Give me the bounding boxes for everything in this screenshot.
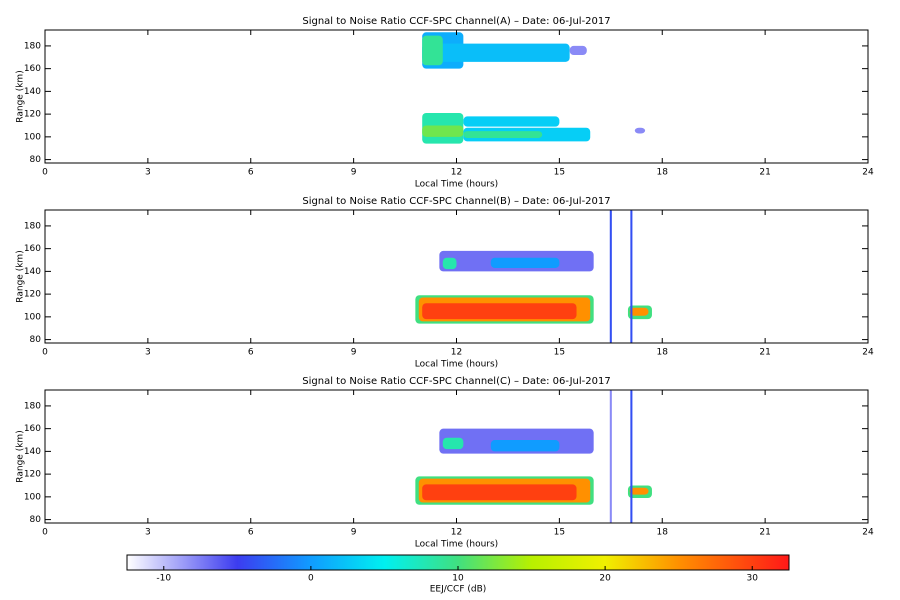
heat-cell — [634, 127, 646, 134]
y-tick-label: 100 — [24, 312, 41, 322]
x-axis-label: Local Time (hours) — [415, 540, 498, 550]
x-tick-label: 15 — [554, 168, 565, 178]
colorbar-tick-label: 10 — [452, 574, 464, 584]
y-tick-label: 80 — [30, 335, 42, 345]
colorbar-tick-label: 30 — [746, 574, 758, 584]
x-tick-label: 18 — [657, 348, 669, 358]
heat-cell — [629, 307, 649, 316]
y-tick-label: 160 — [24, 244, 41, 254]
x-axis-label: Local Time (hours) — [415, 180, 498, 190]
panel-title: Signal to Noise Ratio CCF-SPC Channel(B)… — [302, 196, 610, 207]
heat-cell — [609, 390, 612, 523]
colorbar-label: EEJ/CCF (dB) — [430, 585, 487, 595]
heat-cell — [609, 210, 612, 343]
y-tick-label: 180 — [24, 221, 41, 231]
x-tick-label: 18 — [657, 168, 669, 178]
x-tick-label: 9 — [351, 348, 357, 358]
x-tick-label: 0 — [42, 168, 48, 178]
y-axis-label: Range (km) — [16, 70, 26, 122]
y-tick-label: 100 — [24, 492, 41, 502]
x-tick-label: 6 — [248, 168, 254, 178]
x-tick-label: 21 — [759, 348, 770, 358]
x-tick-label: 6 — [248, 528, 254, 538]
y-tick-label: 80 — [30, 155, 42, 165]
x-tick-label: 3 — [145, 528, 151, 538]
heat-cell — [422, 484, 577, 501]
y-tick-label: 140 — [24, 87, 41, 97]
x-tick-label: 24 — [862, 168, 874, 178]
heat-cell — [463, 131, 543, 138]
heat-cell — [442, 257, 457, 270]
heat-cell — [490, 257, 560, 268]
x-tick-label: 0 — [42, 348, 48, 358]
heat-cell — [490, 440, 560, 452]
heat-cell — [463, 116, 560, 127]
heatmap — [415, 210, 652, 343]
y-tick-label: 100 — [24, 132, 41, 142]
heat-cell — [422, 43, 570, 62]
heat-cell — [422, 35, 443, 66]
y-tick-label: 80 — [30, 515, 42, 525]
y-tick-label: 160 — [24, 424, 41, 434]
y-tick-label: 120 — [24, 290, 41, 300]
x-tick-label: 18 — [657, 528, 669, 538]
y-tick-label: 120 — [24, 470, 41, 480]
x-tick-label: 24 — [862, 528, 874, 538]
panel-title: Signal to Noise Ratio CCF-SPC Channel(C)… — [302, 376, 610, 387]
heat-cell — [422, 125, 464, 137]
y-tick-label: 180 — [24, 41, 41, 51]
colorbar-tick-label: -10 — [156, 574, 171, 584]
heat-cell — [442, 437, 464, 450]
heat-cell — [422, 303, 577, 320]
x-tick-label: 9 — [351, 528, 357, 538]
x-tick-label: 21 — [759, 168, 770, 178]
x-tick-label: 15 — [554, 348, 565, 358]
heat-cell — [569, 45, 587, 56]
x-axis-label: Local Time (hours) — [415, 360, 498, 370]
y-tick-label: 160 — [24, 64, 41, 74]
y-tick-label: 140 — [24, 447, 41, 457]
panel-title: Signal to Noise Ratio CCF-SPC Channel(A)… — [302, 16, 610, 27]
x-tick-label: 15 — [554, 528, 565, 538]
colorbar-tick-label: 0 — [308, 574, 314, 584]
y-tick-label: 120 — [24, 110, 41, 120]
y-tick-label: 140 — [24, 267, 41, 277]
heat-cell — [629, 487, 649, 495]
y-tick-label: 180 — [24, 401, 41, 411]
y-axis-label: Range (km) — [16, 430, 26, 482]
x-tick-label: 12 — [451, 168, 462, 178]
heatmap — [422, 32, 646, 144]
x-tick-label: 12 — [451, 528, 462, 538]
y-axis-label: Range (km) — [16, 250, 26, 302]
x-tick-label: 3 — [145, 168, 151, 178]
heat-cell — [630, 210, 633, 343]
x-tick-label: 3 — [145, 348, 151, 358]
x-tick-label: 12 — [451, 348, 462, 358]
heatmap — [415, 390, 652, 523]
x-tick-label: 21 — [759, 528, 770, 538]
colorbar-tick-label: 20 — [599, 574, 611, 584]
heat-cell — [630, 390, 633, 523]
x-tick-label: 24 — [862, 348, 874, 358]
x-tick-label: 6 — [248, 348, 254, 358]
x-tick-label: 9 — [351, 168, 357, 178]
x-tick-label: 0 — [42, 528, 48, 538]
